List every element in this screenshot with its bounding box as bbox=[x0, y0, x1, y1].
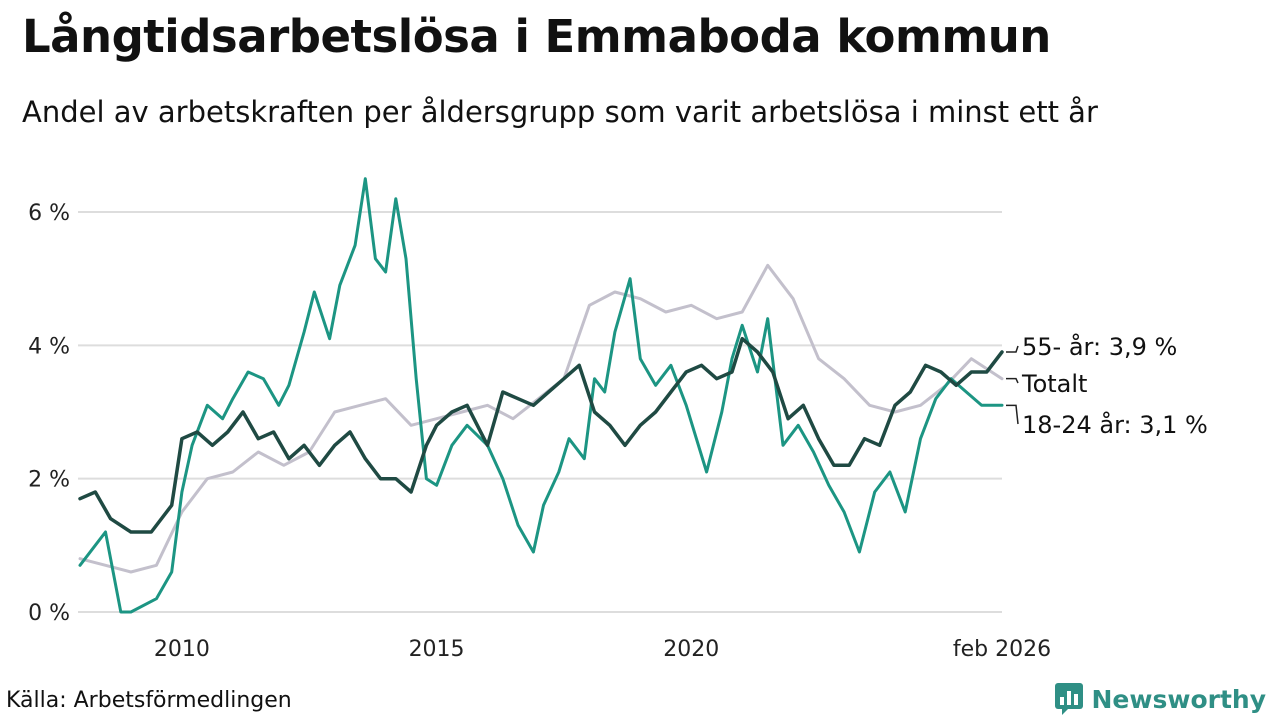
x-tick-label: feb 2026 bbox=[953, 637, 1051, 662]
x-tick-label: 2015 bbox=[409, 637, 465, 662]
end-label-totalt: Totalt bbox=[1021, 370, 1087, 398]
source-credit: Källa: Arbetsförmedlingen bbox=[6, 688, 292, 713]
series-line-55-plus bbox=[78, 336, 1004, 534]
series-line-totalt bbox=[78, 263, 1004, 574]
y-tick-label: 4 % bbox=[28, 334, 70, 359]
gridlines bbox=[78, 211, 1002, 613]
x-tick-label: 2020 bbox=[663, 637, 719, 662]
brand-name: Newsworthy bbox=[1091, 684, 1267, 714]
brand-logo: Newsworthy bbox=[1054, 682, 1267, 716]
y-tick-label: 6 % bbox=[28, 201, 70, 226]
x-tick-label: 2010 bbox=[154, 637, 210, 662]
series-lines bbox=[78, 177, 1004, 614]
y-tick-label: 0 % bbox=[28, 601, 70, 626]
chart-title: Långtidsarbetslösa i Emmaboda kommun bbox=[22, 10, 1051, 63]
end-label-55-plus: 55- år: 3,9 % bbox=[1022, 332, 1177, 361]
y-axis-ticks: 0 % 2 % 4 % 6 % bbox=[28, 201, 70, 626]
series-line-18-24 bbox=[78, 177, 1004, 614]
chart-subtitle: Andel av arbetskraften per åldersgrupp s… bbox=[22, 95, 1098, 129]
end-label-18-24: 18-24 år: 3,1 % bbox=[1022, 410, 1208, 439]
leader-line bbox=[1006, 345, 1019, 353]
leader-line bbox=[1006, 377, 1019, 384]
leader-line bbox=[1006, 404, 1019, 425]
x-axis-ticks: 2010 2015 2020 feb 2026 bbox=[154, 637, 1051, 662]
y-tick-label: 2 % bbox=[28, 468, 70, 493]
newsworthy-logo-icon bbox=[1054, 683, 1083, 715]
end-labels: Totalt 18-24 år: 3,1 % 55- år: 3,9 % bbox=[1006, 332, 1208, 439]
